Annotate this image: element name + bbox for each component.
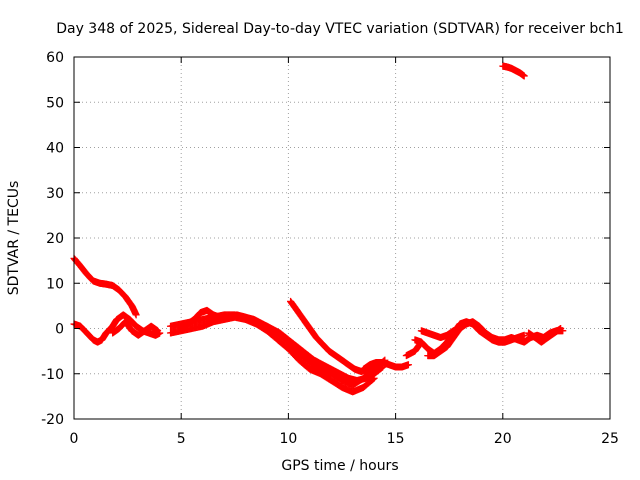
y-tick-label: -10 — [41, 367, 64, 383]
y-tick-label: 30 — [46, 186, 64, 202]
series-arc-8 — [359, 358, 412, 373]
x-tick-labels: 0 5 10 15 20 25 — [70, 431, 619, 447]
data-marks — [70, 62, 567, 396]
data-point — [404, 361, 412, 369]
x-tick-label: 20 — [494, 431, 512, 447]
y-tick-label: 60 — [46, 50, 64, 66]
series-arc-6 — [177, 306, 387, 385]
data-point — [154, 327, 162, 335]
data-point — [132, 311, 140, 319]
y-tick-label: 0 — [55, 322, 64, 338]
data-point — [520, 331, 528, 339]
y-tick-label: -20 — [41, 412, 64, 428]
series-arc-1 — [70, 254, 140, 319]
x-tick-label: 10 — [279, 431, 297, 447]
series-arc-3 — [109, 318, 162, 339]
axis-ticks — [73, 56, 611, 420]
x-axis-label: GPS time / hours — [281, 458, 398, 474]
y-tick-label: 20 — [46, 231, 64, 247]
x-tick-label: 25 — [601, 431, 619, 447]
x-tick-label: 0 — [70, 431, 79, 447]
series-arc-14 — [402, 338, 425, 360]
y-tick-label: 10 — [46, 276, 64, 292]
y-tick-label: 40 — [46, 141, 64, 157]
grid-lines — [74, 57, 610, 419]
series-arc-13 — [499, 62, 528, 80]
data-point — [417, 338, 425, 346]
x-tick-label: 15 — [387, 431, 405, 447]
y-axis-label: SDTVAR / TECUs — [6, 181, 22, 296]
data-point — [557, 325, 565, 332]
series-arc-12 — [525, 325, 565, 346]
y-tick-label: 50 — [46, 95, 64, 111]
y-tick-labels: -20 -10 0 10 20 30 40 50 60 — [41, 50, 64, 428]
chart-title: Day 348 of 2025, Sidereal Day-to-day VTE… — [56, 21, 624, 37]
data-point — [520, 72, 528, 80]
x-tick-label: 5 — [177, 431, 186, 447]
